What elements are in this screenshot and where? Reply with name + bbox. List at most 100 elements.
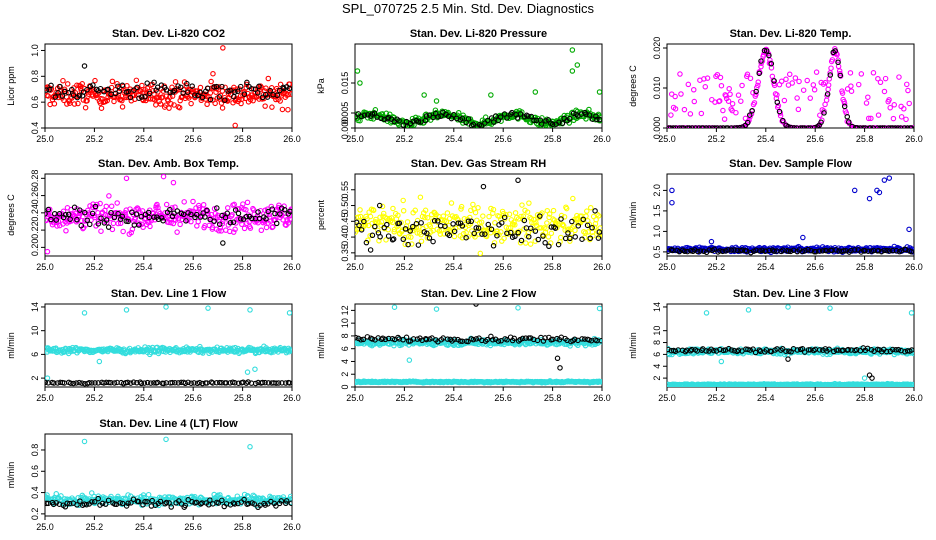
data-point [382, 336, 389, 343]
data-point [241, 225, 248, 232]
data-point [383, 237, 389, 243]
data-point [119, 82, 126, 89]
data-point [181, 199, 187, 205]
data-point [845, 119, 852, 125]
data-point [245, 379, 251, 385]
data-point [69, 86, 75, 93]
data-point [109, 226, 116, 233]
data-point [908, 249, 914, 255]
data-point [909, 347, 914, 353]
chart-title: Stan. Dev. Li-820 CO2 [112, 28, 225, 40]
data-point [52, 94, 59, 100]
data-point [283, 84, 290, 90]
data-point [263, 85, 269, 91]
data-point [799, 125, 806, 128]
y-tick-label: 0.20 [30, 239, 40, 257]
data-point [224, 205, 231, 211]
data-point [213, 379, 220, 386]
y-tick-label: 1.0 [652, 225, 662, 238]
data-point [188, 100, 194, 107]
data-point [259, 379, 266, 386]
data-point [207, 90, 214, 96]
data-point-outlier [669, 187, 675, 194]
data-point [870, 70, 877, 76]
data-point [887, 104, 893, 111]
y-tick-label: 0.24 [30, 204, 40, 222]
data-point [448, 115, 455, 122]
data-point [550, 207, 557, 214]
data-point [92, 77, 98, 84]
data-point [766, 52, 772, 59]
data-point [140, 492, 147, 498]
data-point [831, 348, 837, 355]
data-points [45, 304, 292, 387]
y-tick-label: 0.6 [30, 96, 40, 109]
data-point [241, 91, 248, 97]
data-point-outlier [81, 63, 88, 69]
data-point [689, 346, 695, 353]
y-tick-label: 8 [340, 333, 350, 338]
data-point [369, 232, 376, 239]
data-point [816, 248, 823, 254]
data-point [684, 248, 691, 255]
data-point [905, 87, 911, 94]
data-point [97, 200, 103, 207]
data-point [668, 112, 674, 118]
data-point [720, 107, 726, 114]
x-tick-label: 25.6 [184, 262, 202, 272]
data-point [252, 380, 259, 387]
data-point [545, 234, 552, 240]
data-point-outlier [232, 122, 238, 128]
x-tick-label: 25.4 [757, 134, 775, 144]
data-point [597, 116, 602, 123]
data-point [163, 87, 170, 93]
data-point [484, 336, 490, 343]
data-point [385, 335, 392, 342]
data-point [98, 228, 104, 234]
data-point [881, 247, 887, 254]
data-point [442, 223, 448, 230]
data-point-outlier [703, 310, 710, 316]
data-point [400, 236, 407, 242]
data-point [408, 241, 415, 247]
data-point [534, 337, 541, 344]
page-title: SPL_070725 2.5 Min. Std. Dev. Diagnostic… [342, 1, 594, 16]
data-point [144, 379, 151, 386]
data-point [575, 223, 582, 229]
data-point-outlier [596, 89, 602, 95]
x-tick-label: 26.0 [593, 393, 611, 403]
data-point [472, 234, 478, 240]
y-tick-label: 4 [340, 359, 350, 364]
data-point [497, 114, 504, 120]
data-point-outlier [908, 310, 914, 316]
data-point [104, 97, 110, 104]
data-point [265, 208, 271, 215]
data-point [828, 65, 834, 71]
data-point [250, 492, 256, 499]
data-point [257, 495, 264, 502]
x-tick-label: 25.4 [135, 262, 153, 272]
data-point [835, 59, 841, 66]
data-point [277, 98, 283, 104]
x-tick-label: 26.0 [905, 393, 923, 403]
data-point [83, 501, 90, 508]
data-point [805, 246, 811, 253]
y-axis-label: percent [316, 199, 326, 230]
y-axis-label: degrees C [6, 194, 16, 236]
data-point [696, 125, 702, 128]
data-point [111, 214, 118, 221]
data-point [839, 90, 846, 96]
data-point [824, 91, 831, 97]
data-point [805, 125, 811, 128]
data-point [877, 125, 883, 128]
data-point [129, 226, 136, 233]
data-point [216, 379, 223, 386]
data-point [68, 380, 74, 386]
data-point [243, 84, 250, 91]
x-tick-label: 25.8 [234, 522, 252, 532]
data-point [172, 217, 179, 223]
data-point [426, 112, 433, 118]
data-point [95, 495, 101, 502]
data-point [528, 113, 535, 120]
